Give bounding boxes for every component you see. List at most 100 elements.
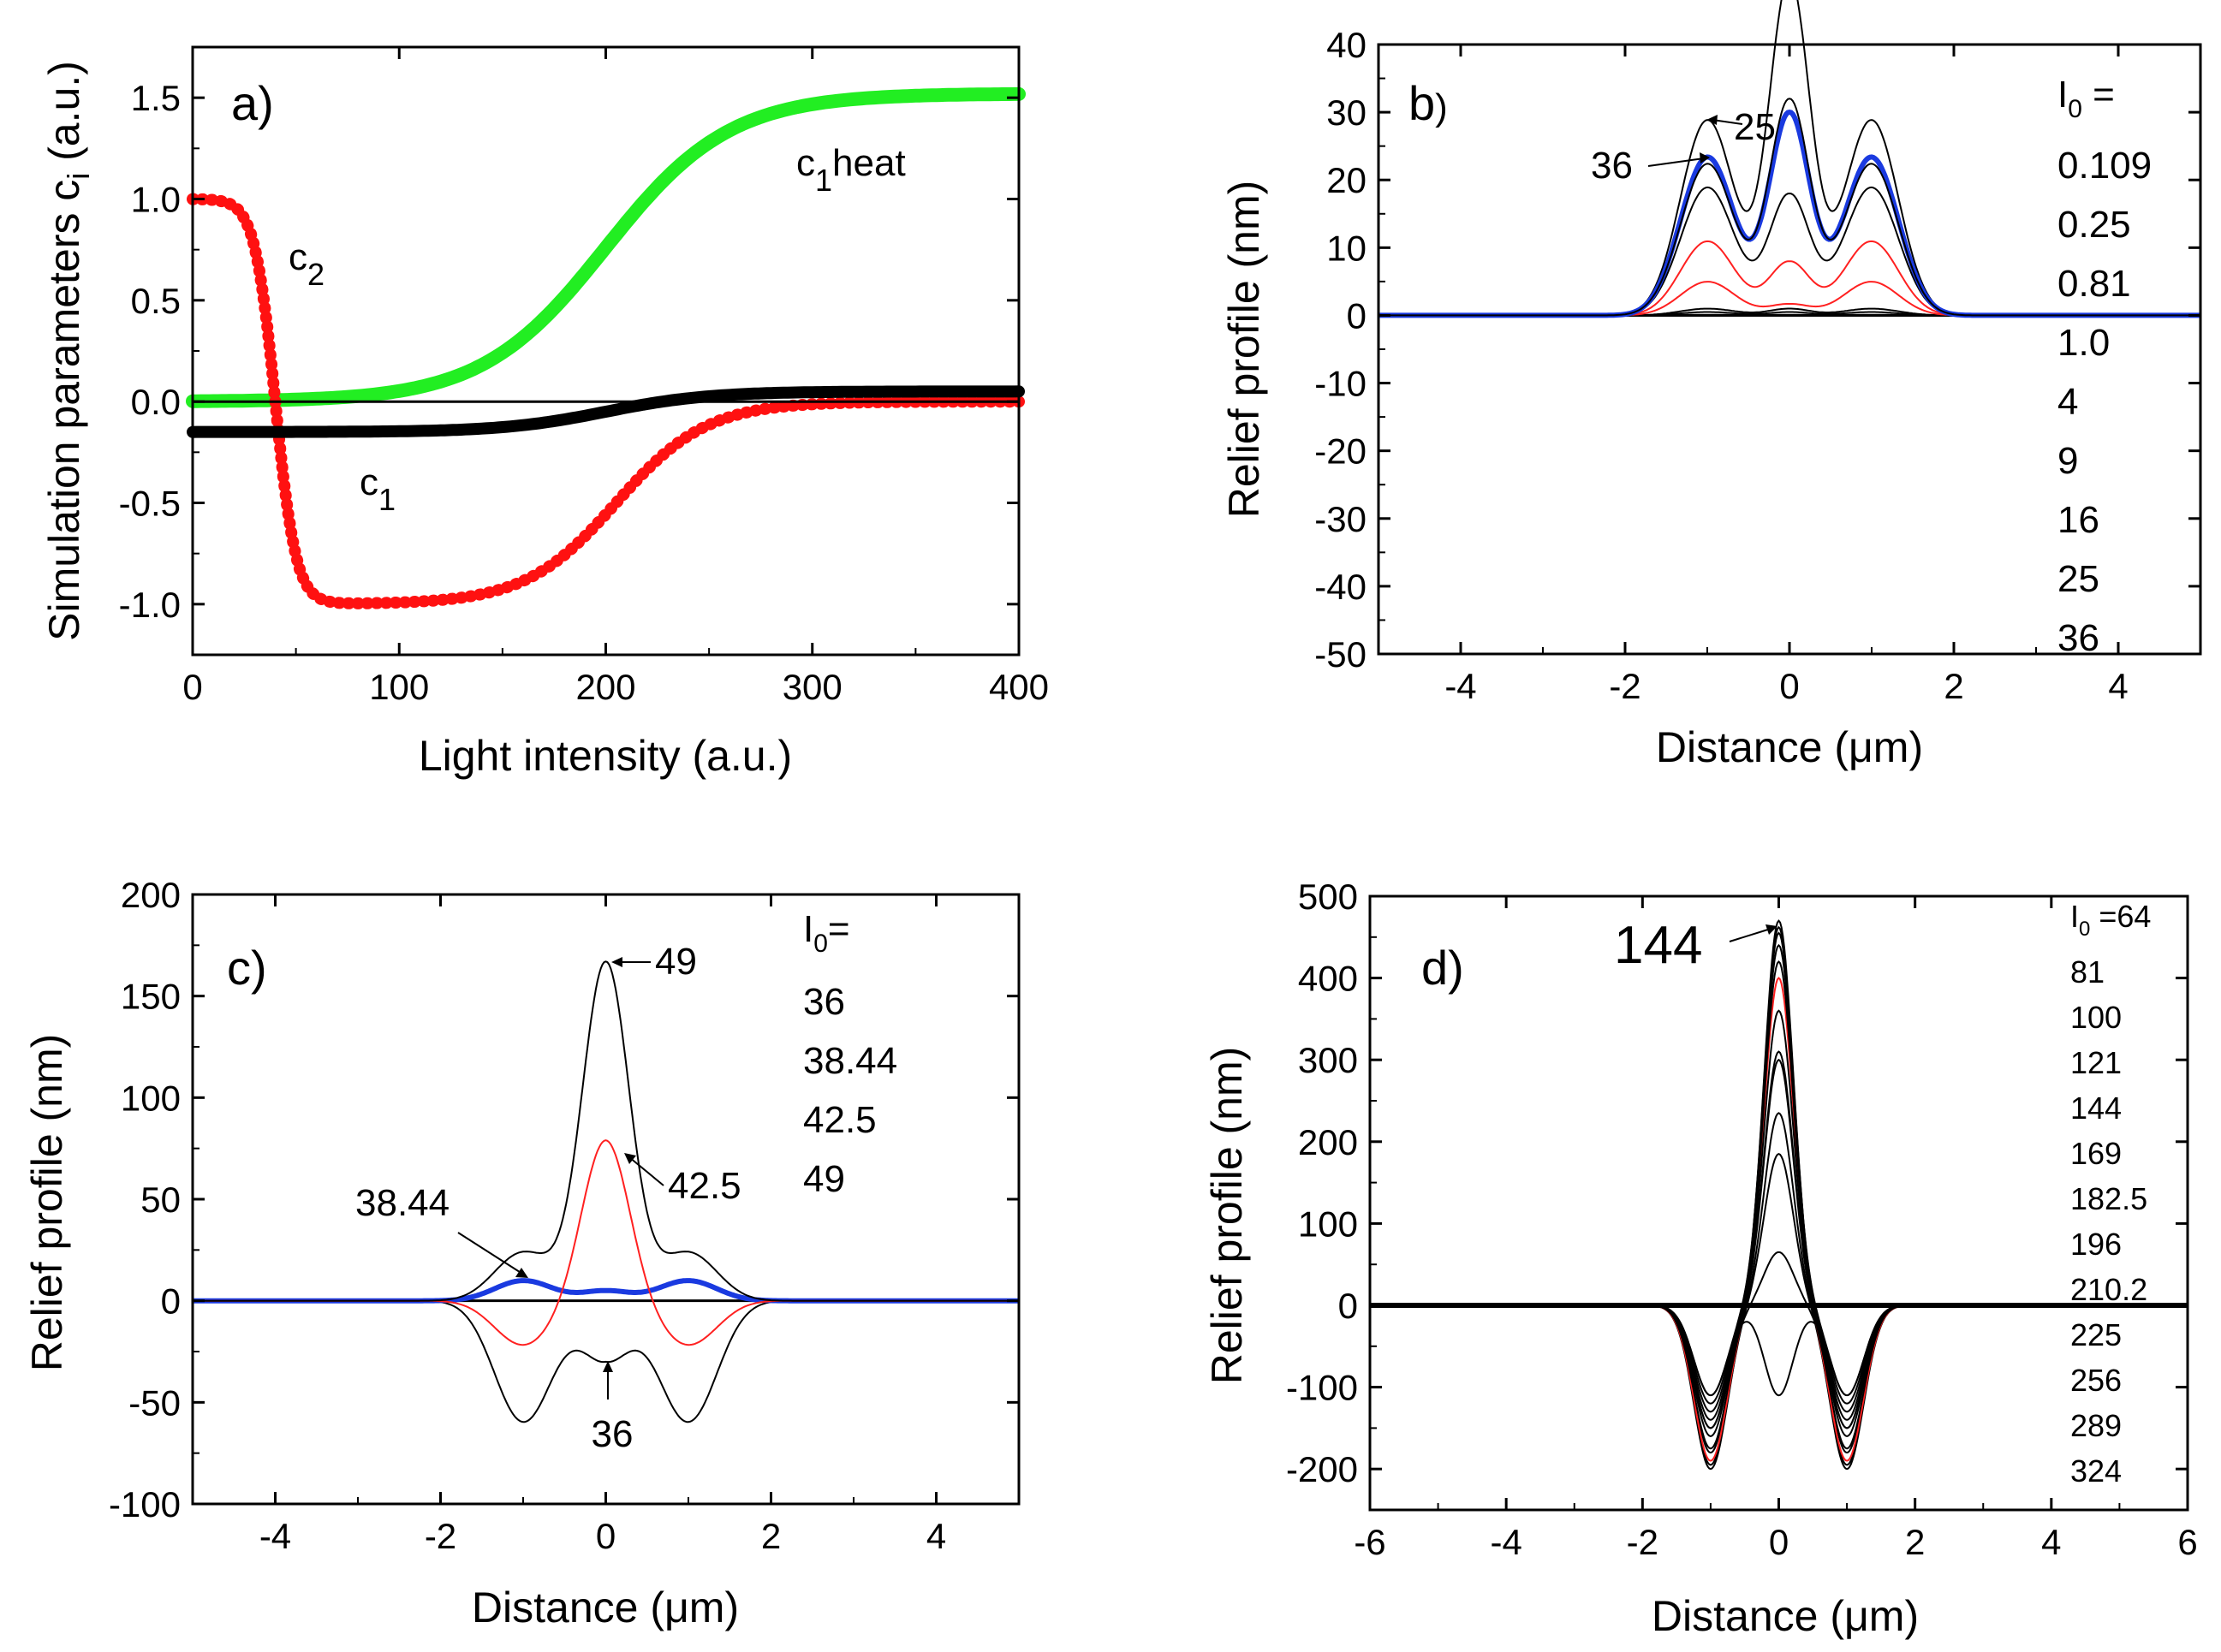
panel-d-y-tick-label: 100 — [1298, 1203, 1358, 1244]
panel-d-ticks: -6 -4 -2 0 2 4 6 -200 -100 0 100 200 300 400 500 — [1286, 877, 2198, 1562]
panel-d-x-tick-label: 2 — [1905, 1522, 1925, 1562]
panel-b-y-tick-label: 0 — [1347, 295, 1367, 336]
panel-d-y-tick-label: 400 — [1298, 959, 1358, 999]
panel-b-curves — [1378, 0, 2200, 318]
panel-c-x-tick-label: 2 — [761, 1516, 781, 1556]
panel-b-x-axis-title: Distance (μm) — [1656, 723, 1923, 771]
panel-a-x-tick-label: 0 — [182, 667, 202, 707]
panel-a-y-tick-label: -1.0 — [119, 585, 181, 625]
svg-text:36: 36 — [592, 1413, 634, 1455]
panel-c-series-I0-36 — [193, 1299, 1019, 1423]
panel-d-series-I0-182-5 — [1370, 1058, 2188, 1450]
panel-a-ticks: 0 100 200 300 400 -1.0 -0.5 0.0 0.5 1.0 1.5 — [119, 47, 1049, 707]
panel-d-legend-entry: 324 — [2070, 1453, 2122, 1489]
panel-c-ticks: -4 -2 0 2 4 -100 -50 0 50 100 150 200 — [109, 875, 1019, 1556]
panel-b-legend-title: I0 = — [2057, 74, 2115, 123]
panel-d-series-I0-121 — [1370, 1112, 2188, 1466]
panel-d-legend-entry: 182.5 — [2070, 1181, 2147, 1216]
panel-d-series-I0-196 — [1370, 1050, 2188, 1437]
panel-d-legend-entry: 169 — [2070, 1136, 2122, 1171]
panel-c-y-tick-label: 50 — [140, 1180, 181, 1220]
panel-d-x-tick-label: -6 — [1354, 1522, 1385, 1562]
panel-d-legend-entry: 225 — [2070, 1317, 2122, 1352]
c1heat-label: c1heat — [796, 142, 906, 198]
panel-b-legend-entry: 0.109 — [2057, 145, 2152, 187]
panel-c-x-tick-label: -2 — [425, 1516, 456, 1556]
panel-b-y-tick-label: -20 — [1314, 431, 1367, 472]
panel-d-x-tick-label: 4 — [2041, 1522, 2061, 1562]
panel-a-x-tick-label: 200 — [575, 667, 635, 707]
panel-c-y-tick-label: 0 — [161, 1281, 181, 1322]
panel-c-y-tick-label: 100 — [121, 1078, 181, 1118]
svg-text:36: 36 — [1591, 145, 1633, 187]
panel-d-series-I0-210-2 — [1370, 1009, 2188, 1429]
panel-a-x-tick-label: 400 — [989, 667, 1049, 707]
panel-c-y-tick-label: -50 — [128, 1382, 181, 1423]
panel-a-y-tick-label: 1.5 — [131, 78, 181, 118]
panel-d-series-I0-64 — [1370, 1304, 2188, 1397]
panel-a-y-tick-label: -0.5 — [119, 484, 181, 524]
panel-d-series-I0-324 — [1370, 925, 2188, 1397]
c2-label: c2 — [289, 236, 325, 292]
panel-b-legend-entry: 36 — [2057, 617, 2099, 659]
panel-b-y-tick-label: 30 — [1326, 92, 1367, 133]
panel-c-annotation-38-44: 38.44 — [355, 1182, 528, 1278]
panel-c-y-axis-title: Relief profile (nm) — [23, 1034, 71, 1372]
panel-c-label: c) — [227, 941, 267, 995]
panel-d-label: d) — [1421, 941, 1464, 995]
panel-c-series-I0-42-5 — [193, 1139, 1019, 1346]
panel-d-annotation-144: 144 — [1614, 916, 1777, 975]
panel-b-legend-entry: 16 — [2057, 499, 2099, 541]
panel-b-y-tick-label: -50 — [1314, 634, 1367, 674]
panel-b-y-tick-label: -40 — [1314, 567, 1367, 607]
panel-d-series-I0-289 — [1370, 931, 2188, 1405]
panel-c-annotation-42-5: 42.5 — [624, 1153, 741, 1207]
panel-a-label: a) — [231, 76, 274, 130]
panel-c-legend-title: I0= — [803, 908, 850, 958]
panel-b-annotation-36: 36 — [1591, 145, 1710, 187]
panel-a-y-tick-label: 0.0 — [131, 382, 181, 422]
panel-c-annotation-36: 36 — [592, 1361, 634, 1455]
panel-b-legend-entry: 4 — [2057, 381, 2078, 423]
panel-b-x-tick-label: -4 — [1444, 666, 1476, 706]
panel-d-y-tick-label: -100 — [1286, 1368, 1358, 1408]
panel-b-y-tick-label: 40 — [1326, 25, 1367, 65]
panel-a-series-c1 — [187, 385, 1025, 438]
panel-b-legend: 0.109 0.25 0.81 1.0 4 9 16 25 36 — [2057, 145, 2152, 659]
panel-d-y-tick-label: 0 — [1338, 1286, 1358, 1326]
panel-b-legend-entry: 0.25 — [2057, 204, 2131, 246]
panel-d-legend-entry: 100 — [2070, 1000, 2122, 1035]
panel-d-series-I0-144 — [1370, 919, 2188, 1471]
panel-d-series-I0-256 — [1370, 943, 2188, 1413]
panel-b-y-axis-title: Relief profile (nm) — [1220, 181, 1268, 519]
panel-d-y-axis-title: Relief profile (nm) — [1203, 1047, 1251, 1385]
panel-a-x-axis-title: Light intensity (a.u.) — [419, 732, 792, 780]
panel-d-legend-entry: 289 — [2070, 1408, 2122, 1443]
panel-d-x-tick-label: 6 — [2177, 1522, 2197, 1562]
panel-d-x-axis-title: Distance (μm) — [1652, 1592, 1919, 1640]
panel-d-legend-title: I0 =64 — [2070, 899, 2151, 941]
panel-a-frame — [191, 45, 1021, 657]
panel-a: 0 100 200 300 400 -1.0 -0.5 0.0 0.5 1.0 1.5 a) Lig… — [40, 45, 1049, 780]
panel-c-annotation-49: 49 — [611, 941, 697, 983]
panel-c-y-tick-label: 200 — [121, 875, 181, 915]
panel-d-y-tick-label: 200 — [1298, 1122, 1358, 1162]
panel-b-annotation-25: 25 — [1706, 106, 1776, 148]
panel-b-y-tick-label: -10 — [1314, 364, 1367, 404]
panel-d-curves — [1370, 919, 2188, 1471]
panel-b-label: b) — [1408, 76, 1448, 130]
panel-b-series-I0-36b — [1378, 98, 2200, 317]
panel-d: -6 -4 -2 0 2 4 6 -200 -100 0 100 200 300 400 500 d) Di… — [1203, 877, 2198, 1640]
panel-d-legend-entry: 196 — [2070, 1227, 2122, 1262]
panel-a-y-axis-title: Simulation parameters ci (a.u.) — [40, 61, 96, 641]
panel-d-series-I0-225 — [1370, 960, 2188, 1421]
panel-a-y-tick-label: 0.5 — [131, 281, 181, 321]
panel-c-series-I0-38-44 — [193, 1278, 1019, 1304]
panel-c-legend-entry: 49 — [803, 1158, 845, 1200]
panel-b-legend-entry: 1.0 — [2057, 322, 2110, 364]
panel-d-y-tick-label: 500 — [1298, 877, 1358, 917]
panel-d-y-tick-label: -200 — [1286, 1449, 1358, 1489]
